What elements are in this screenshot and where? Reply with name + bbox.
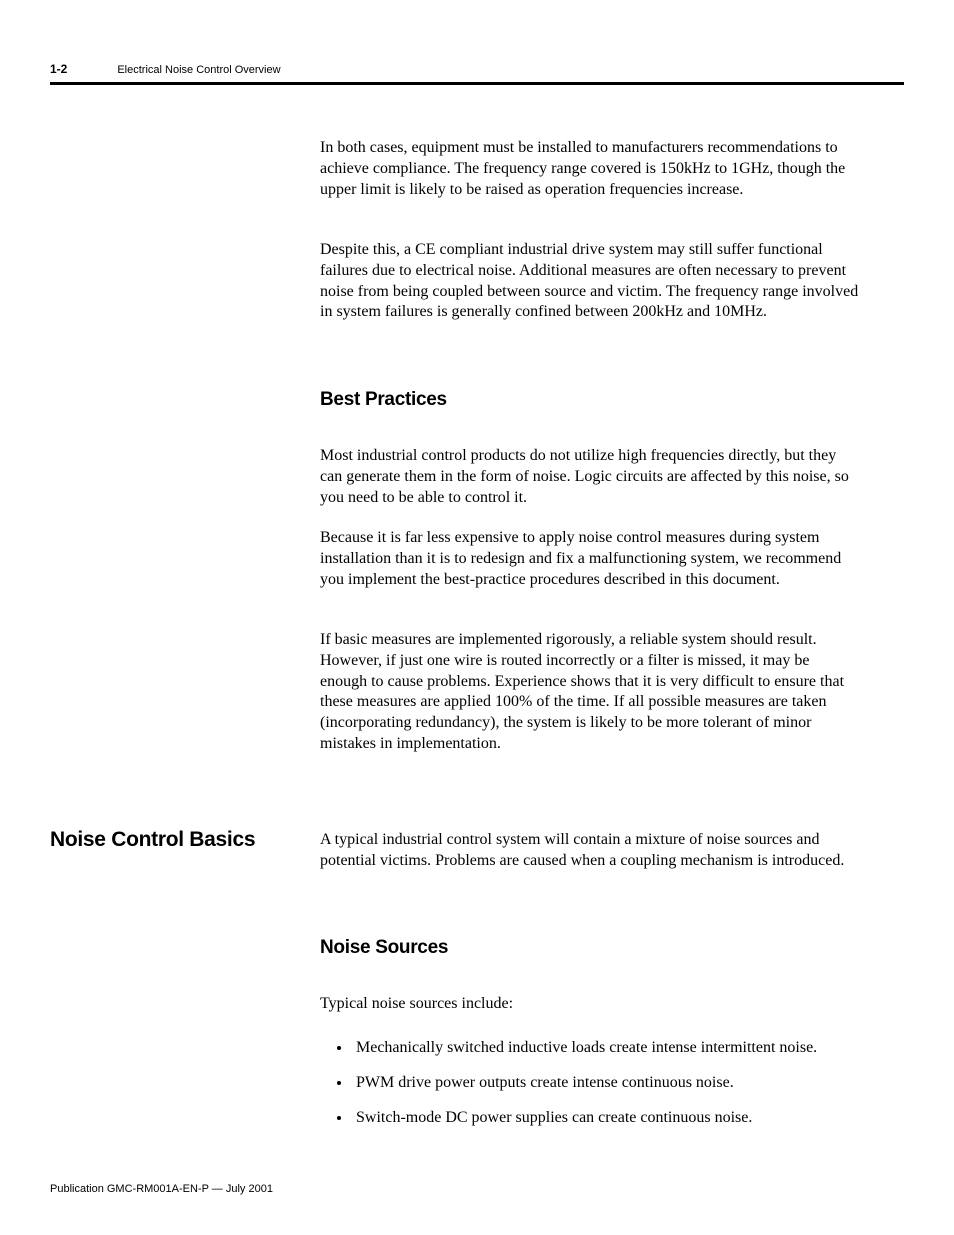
subheading-best-practices: Best Practices — [320, 388, 860, 413]
side-heading-noise-control-basics: Noise Control Basics — [50, 828, 300, 852]
paragraph-bp-1: Most industrial control products do not … — [320, 446, 860, 508]
paragraph-bp-2: Because it is far less expensive to appl… — [320, 528, 860, 590]
paragraph-sources-intro: Typical noise sources include: — [320, 994, 860, 1015]
paragraph-intro-1: In both cases, equipment must be install… — [320, 138, 860, 200]
paragraph-bp-3: If basic measures are implemented rigoro… — [320, 630, 860, 755]
page-header: 1-2 Electrical Noise Control Overview — [50, 62, 904, 76]
list-item: PWM drive power outputs create intense c… — [352, 1073, 892, 1094]
page-number: 1-2 — [50, 62, 67, 76]
header-chapter-title: Electrical Noise Control Overview — [117, 64, 280, 76]
paragraph-intro-2: Despite this, a CE compliant industrial … — [320, 240, 860, 323]
list-item: Switch-mode DC power supplies can create… — [352, 1108, 892, 1129]
document-page: 1-2 Electrical Noise Control Overview In… — [0, 0, 954, 1235]
header-rule — [50, 82, 904, 85]
list-item: Mechanically switched inductive loads cr… — [352, 1038, 892, 1059]
noise-sources-list: Mechanically switched inductive loads cr… — [320, 1038, 892, 1142]
paragraph-ncb-intro: A typical industrial control system will… — [320, 830, 860, 872]
publication-footer: Publication GMC-RM001A-EN-P — July 2001 — [50, 1183, 273, 1195]
subheading-noise-sources: Noise Sources — [320, 936, 860, 961]
